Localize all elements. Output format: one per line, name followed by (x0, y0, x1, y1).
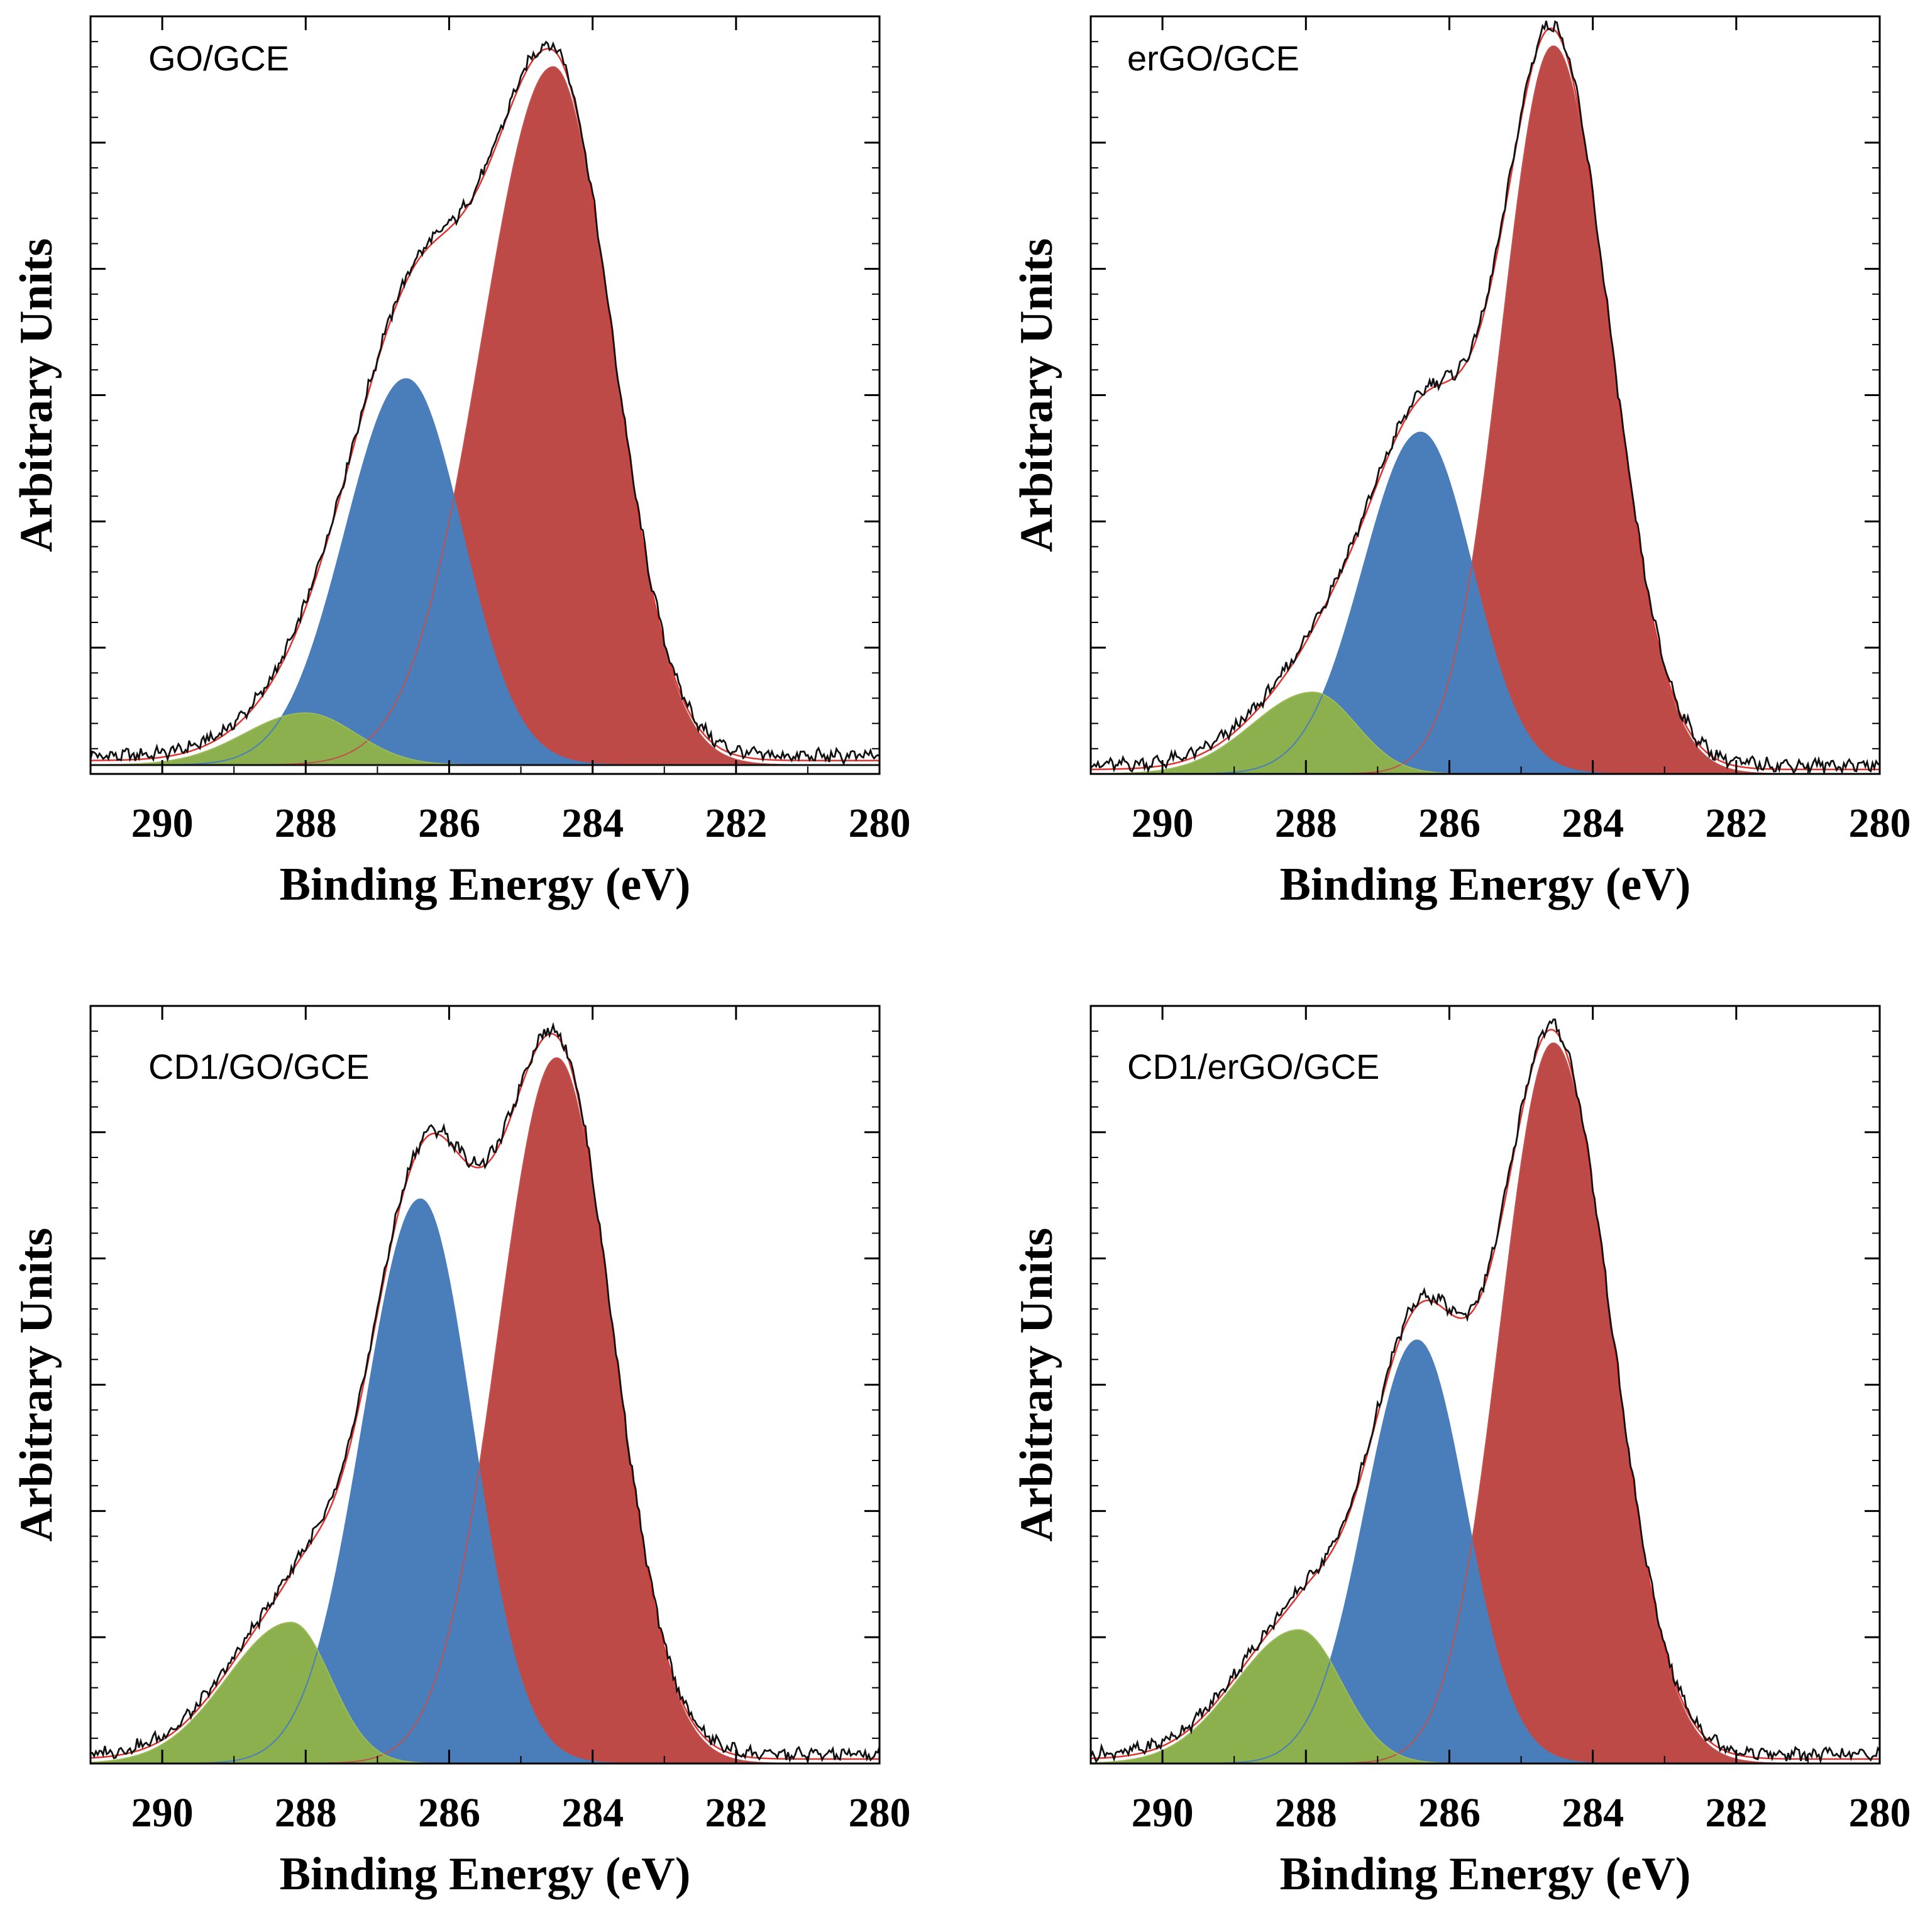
x-tick-label: 286 (1418, 800, 1481, 846)
x-tick-label: 282 (1705, 800, 1767, 846)
x-tick-label: 290 (131, 800, 194, 846)
x-axis-title: Binding Energy (eV) (1280, 1848, 1691, 1900)
x-axis-title: Binding Energy (eV) (280, 1848, 691, 1900)
peak-area-c-o (1091, 1340, 1880, 1764)
panel-ergo-gce: 290 288 286 284 282 280 Binding Energy (eV) Arb… (1011, 15, 1911, 910)
panel-cd1-go-gce: 290 288 286 284 282 280 Binding Energy (eV) Arb… (11, 1005, 911, 1900)
x-tick-label: 280 (1849, 800, 1911, 846)
x-tick-label: 280 (849, 800, 911, 846)
panel-label: CD1/erGO/GCE (1127, 1047, 1379, 1086)
x-tick-label: 280 (1849, 1790, 1911, 1836)
x-tick-label: 284 (561, 800, 624, 846)
panel-label: erGO/GCE (1127, 38, 1299, 78)
y-axis-title: Arbitrary Units (11, 1228, 62, 1542)
fit-envelope-line (1090, 1029, 1880, 1760)
x-tick-label: 288 (275, 1790, 337, 1836)
panel-label: CD1/GO/GCE (148, 1047, 370, 1086)
peak-area-c-o (91, 378, 880, 765)
peak-area-c-o (91, 1622, 880, 1764)
x-tick-label: 284 (561, 1790, 624, 1836)
x-tick-label: 288 (1275, 800, 1337, 846)
y-axis-title: Arbitrary Units (1011, 1228, 1062, 1542)
x-tick-label: 288 (1275, 1790, 1337, 1836)
x-tick-label: 284 (1562, 800, 1624, 846)
panel-cd1-ergo-gce: 290 288 286 284 282 280 Binding Energy (eV) Arb… (1011, 1005, 1911, 1900)
x-axis-title: Binding Energy (eV) (1280, 859, 1691, 910)
x-tick-label: 286 (1418, 1790, 1481, 1836)
x-tick-label: 290 (131, 1790, 194, 1836)
x-tick-label: 282 (705, 1790, 767, 1836)
x-tick-label: 286 (418, 800, 480, 846)
peak-area-c-c (91, 67, 880, 765)
x-tick-label: 284 (1562, 1790, 1624, 1836)
x-tick-label: 288 (275, 800, 337, 846)
panel-label: GO/GCE (148, 38, 289, 78)
peak-area-c-o (1091, 1630, 1880, 1764)
x-tick-label: 280 (849, 1790, 911, 1836)
experimental-spectrum-line (1090, 20, 1880, 775)
experimental-spectrum-line (90, 1022, 881, 1765)
x-tick-label: 282 (1705, 1790, 1767, 1836)
peak-area-c-o (1091, 692, 1880, 774)
peak-area-c-o (91, 1199, 880, 1764)
experimental-spectrum-line (89, 40, 880, 766)
peak-area-c-o (1091, 432, 1880, 774)
panel-go-gce: 290 288 286 284 282 280 Binding Energy (eV) Arb… (11, 15, 911, 910)
x-axis-title: Binding Energy (eV) (280, 859, 691, 910)
y-axis-title: Arbitrary Units (1011, 238, 1062, 552)
y-axis-title: Arbitrary Units (11, 238, 62, 552)
peak-area-c-o (91, 713, 880, 765)
x-tick-label: 282 (705, 800, 767, 846)
x-tick-label: 286 (418, 1790, 480, 1836)
experimental-spectrum-line (1089, 1018, 1881, 1765)
x-tick-label: 290 (1132, 1790, 1194, 1836)
x-tick-label: 290 (1132, 800, 1194, 846)
